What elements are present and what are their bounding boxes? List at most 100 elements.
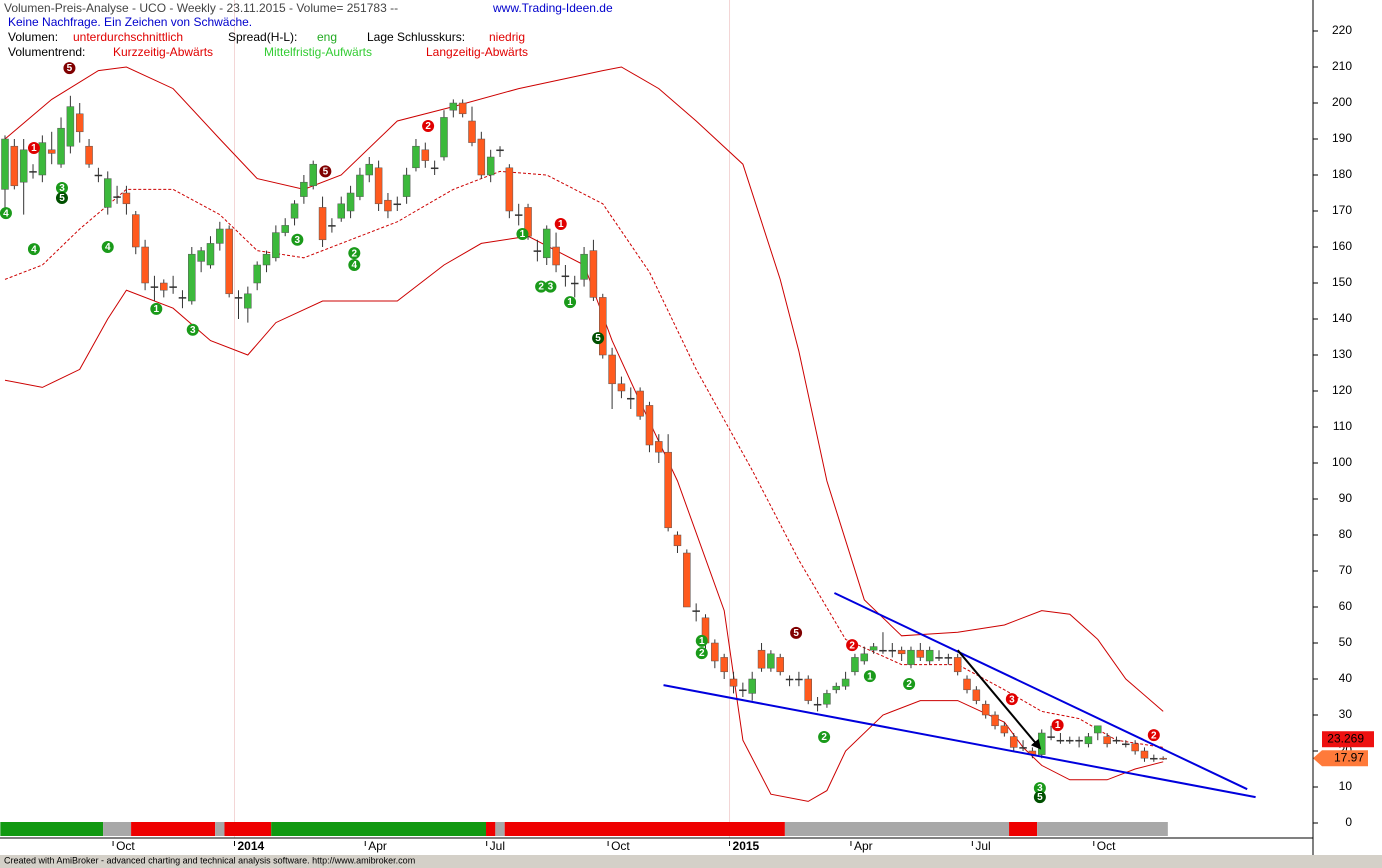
signal-marker-label: 1: [31, 143, 37, 154]
candle-body: [570, 282, 579, 285]
candle-body: [645, 405, 654, 446]
candle-body: [935, 657, 943, 659]
candle-body: [589, 250, 598, 298]
signal-marker-label: 2: [425, 121, 431, 132]
x-tick-label: Apr: [368, 839, 387, 853]
signal-marker: [101, 241, 114, 253]
candle-body: [804, 678, 812, 701]
candle-body: [608, 354, 616, 385]
signal-marker: [903, 678, 916, 691]
candle-body: [1122, 743, 1130, 746]
trend-segment: [784, 822, 1010, 836]
y-tick-label: 140: [1332, 311, 1352, 325]
y-tick-label: 70: [1339, 563, 1353, 577]
candle-body: [85, 145, 93, 165]
candle-body: [1019, 747, 1027, 749]
candle-body: [1159, 757, 1167, 760]
candle-body: [300, 181, 308, 197]
candle-body: [739, 689, 747, 692]
candle-body: [533, 250, 542, 252]
candle-body: [421, 149, 430, 161]
candle-body: [1047, 736, 1055, 738]
candle-body: [29, 171, 37, 173]
candle-body: [823, 693, 831, 705]
candle-body: [38, 142, 47, 176]
trend-segment: [271, 822, 487, 836]
candle-body: [160, 282, 168, 291]
candle-body: [561, 275, 570, 278]
signal: Keine Nachfrage. Ein Zeichen von Schwäch…: [8, 15, 252, 29]
price-label-box: [1313, 750, 1368, 767]
candle-body: [1066, 739, 1074, 742]
candle-body: [1140, 750, 1149, 759]
candle-body: [486, 156, 495, 176]
band: [4, 170, 1164, 748]
signal-marker: [516, 228, 529, 241]
candle-body: [813, 703, 822, 706]
signal-marker: [564, 296, 577, 309]
candle-body: [337, 203, 345, 219]
candle-body: [272, 232, 280, 259]
candle-body: [234, 297, 243, 299]
signal-marker-label: 1: [1055, 720, 1061, 731]
candle-body: [75, 113, 84, 133]
volume-label: Volumen:: [8, 30, 58, 44]
x-tick-label: Apr: [854, 839, 873, 853]
candle-body: [711, 642, 719, 662]
y-tick-label: 0: [1345, 815, 1352, 829]
close-value: niedrig: [489, 30, 525, 44]
signal-marker-label: 5: [1037, 792, 1043, 803]
candle-body: [57, 127, 65, 165]
candle-body: [197, 250, 205, 262]
candle-body: [944, 657, 953, 659]
signal-marker: [291, 233, 304, 246]
candle-body: [290, 203, 299, 219]
signal-marker: [695, 634, 708, 647]
candle-body: [1037, 732, 1046, 755]
candle-body: [767, 653, 775, 669]
signal-marker-label: 5: [67, 63, 73, 74]
candle-body: [122, 192, 131, 205]
y-tick-label: 180: [1332, 167, 1352, 181]
signal-marker: [348, 259, 361, 271]
signal-marker-label: 5: [323, 167, 329, 178]
candle-body: [851, 657, 859, 673]
candle-body: [477, 138, 486, 176]
candle-body: [841, 678, 850, 687]
signal-marker-label: 5: [595, 333, 601, 344]
candle-body: [1, 138, 9, 190]
x-tick-label: Jul: [975, 839, 990, 853]
candle-body: [1075, 739, 1083, 742]
candle-body: [991, 714, 999, 727]
signal-marker-label: 2: [352, 248, 358, 259]
trend-segment: [1037, 822, 1168, 836]
y-tick-label: 60: [1339, 599, 1353, 613]
signal-marker-label: 4: [31, 244, 37, 255]
trend-segment: [103, 822, 132, 836]
trend-long: Langzeitig-Abwärts: [426, 45, 528, 59]
signal-marker: [592, 332, 605, 345]
candle-body: [113, 196, 121, 198]
signal-marker: [27, 243, 40, 256]
candle-body: [879, 649, 887, 652]
candle-body: [384, 199, 392, 212]
candle-body: [963, 678, 971, 691]
signal-marker-label: 2: [1151, 730, 1157, 741]
signal-marker-label: 2: [699, 648, 705, 659]
candle-body: [916, 649, 925, 658]
candle-body: [972, 689, 981, 701]
signal-marker-label: 3: [59, 183, 65, 194]
signal-marker: [422, 120, 435, 133]
y-tick-label: 50: [1339, 635, 1353, 649]
candle-body: [496, 149, 504, 152]
signal-marker-label: 3: [190, 325, 196, 336]
trend-segment: [0, 822, 104, 836]
volume-value: unterdurchschnittlich: [73, 30, 183, 44]
signal-marker: [55, 181, 68, 194]
candle-body: [1056, 739, 1065, 742]
y-tick-label: 160: [1332, 239, 1352, 253]
candle-body: [1103, 736, 1111, 745]
candle-body: [430, 167, 439, 170]
